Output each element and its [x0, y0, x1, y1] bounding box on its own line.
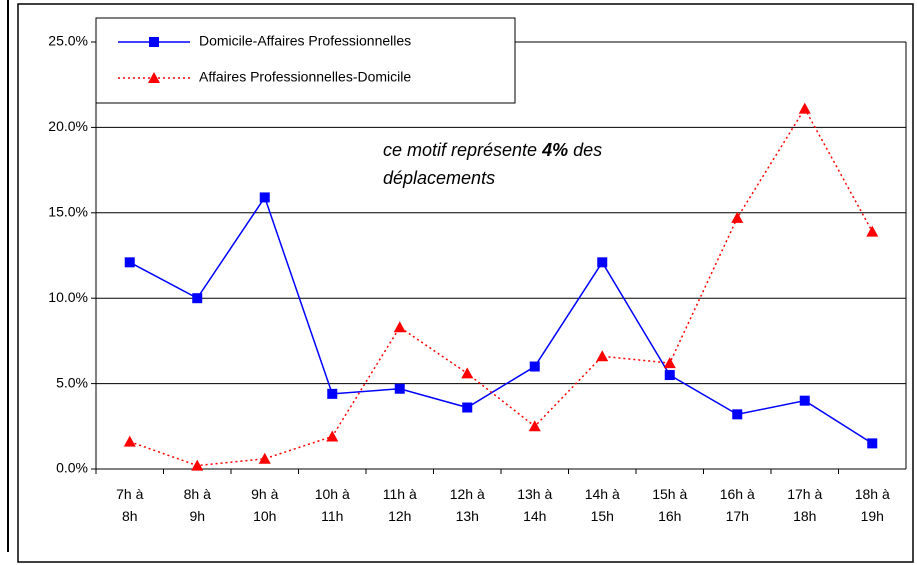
y-tick-label: 20.0%: [48, 118, 88, 134]
marker: [461, 367, 474, 379]
legend-marker: [148, 72, 160, 83]
x-tick-label: 8h à 9h: [183, 486, 211, 524]
marker: [192, 293, 203, 304]
series-line: [129, 195, 873, 445]
x-tick-label: 18h à 19h: [854, 486, 890, 524]
marker: [597, 257, 608, 268]
legend-box: [95, 17, 516, 104]
x-tick-label: 13h à 14h: [517, 486, 553, 524]
x-tick-label: 7h à 8h: [116, 486, 144, 524]
marker: [529, 361, 540, 372]
annotation-bold: 4%: [542, 140, 569, 160]
marker: [124, 257, 135, 268]
annotation-text: ce motif représente: [383, 140, 543, 160]
marker: [191, 459, 204, 471]
x-tick-label: 12h à 13h: [449, 486, 485, 524]
marker: [528, 420, 541, 432]
marker: [258, 452, 271, 464]
marker: [596, 350, 609, 362]
x-tick-label: 14h à 15h: [584, 486, 620, 524]
marker: [123, 435, 136, 447]
marker: [731, 211, 744, 223]
marker: [867, 438, 878, 449]
marker: [732, 409, 743, 420]
y-tick-label: 15.0%: [48, 204, 88, 220]
marker: [259, 192, 270, 203]
annotation: ce motif représente 4% des déplacements: [383, 136, 713, 192]
x-tick-label: 15h à 16h: [652, 486, 688, 524]
marker: [393, 321, 406, 333]
marker: [866, 225, 879, 237]
x-tick-label: 16h à 17h: [719, 486, 755, 524]
marker: [462, 402, 473, 413]
y-tick-label: 25.0%: [48, 33, 88, 49]
marker: [327, 388, 338, 399]
legend-label: Domicile-Affaires Professionnelles: [199, 33, 411, 49]
marker: [799, 395, 810, 406]
marker: [394, 383, 405, 394]
y-tick-label: 0.0%: [56, 460, 88, 476]
x-tick-label: 9h à 10h: [251, 486, 279, 524]
x-tick-label: 10h à 11h: [314, 486, 350, 524]
y-tick-label: 5.0%: [56, 374, 88, 390]
marker: [664, 370, 675, 381]
chart-frame: [17, 3, 914, 563]
legend-marker: [149, 37, 159, 47]
marker: [663, 357, 676, 369]
x-tick-label: 11h à 12h: [382, 486, 417, 524]
legend-label: Affaires Professionnelles-Domicile: [199, 69, 411, 85]
annotation-text: des déplacements: [383, 140, 603, 188]
marker: [798, 102, 811, 114]
x-tick-label: 17h à 18h: [787, 486, 823, 524]
marker: [326, 430, 339, 442]
y-tick-label: 10.0%: [48, 289, 88, 305]
